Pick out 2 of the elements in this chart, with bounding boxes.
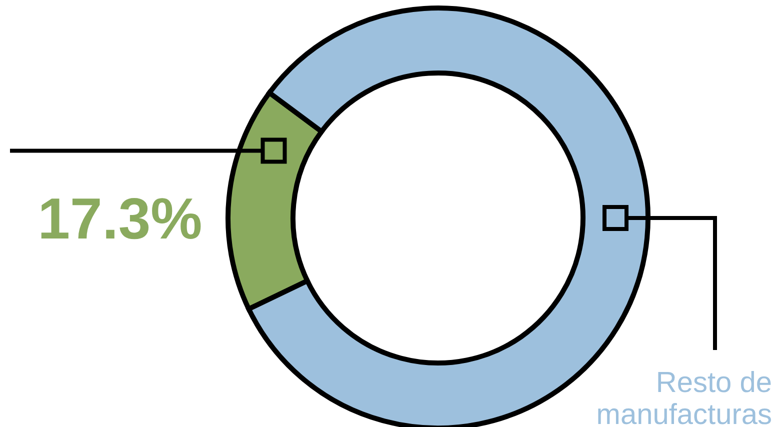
slice-label: Resto de manufacturas bbox=[596, 367, 772, 427]
data-label: 17.3% bbox=[38, 186, 202, 252]
